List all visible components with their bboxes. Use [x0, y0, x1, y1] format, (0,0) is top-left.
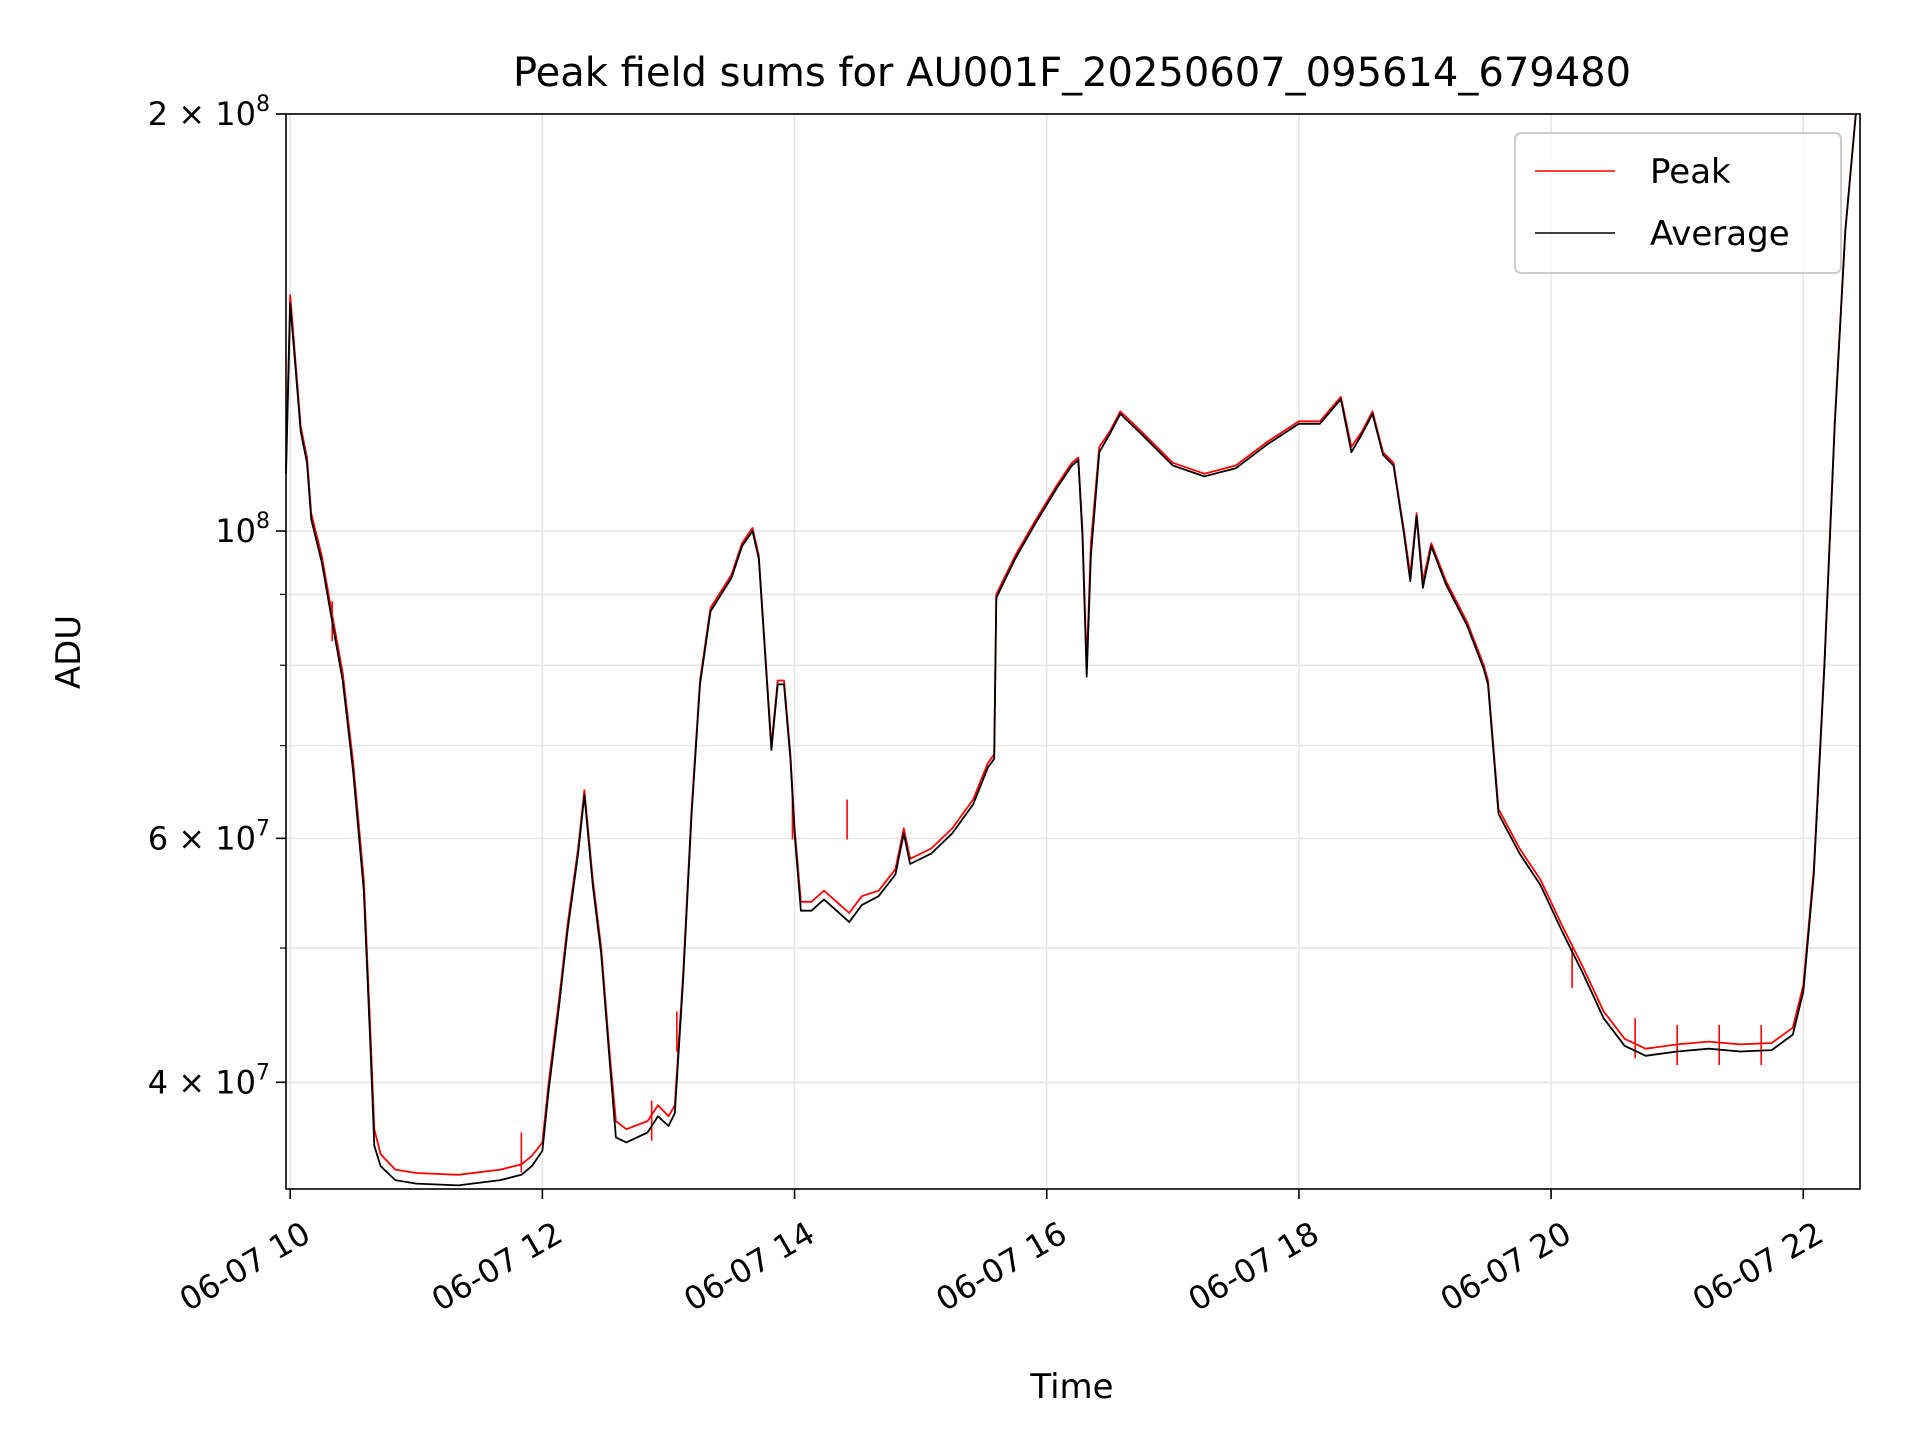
x-tick-label: 06-07 12: [425, 1214, 569, 1319]
y-axis-label: ADU: [49, 615, 89, 689]
x-tick-label: 06-07 22: [1686, 1214, 1830, 1319]
x-tick-label: 06-07 10: [173, 1214, 317, 1319]
y-tick-label: 6 × 107: [148, 816, 270, 857]
y-tick-label: 2 × 108: [148, 92, 270, 133]
plot-frame: [285, 113, 1861, 1190]
gridlines: [286, 113, 1860, 1189]
x-tick-label: 06-07 16: [930, 1214, 1074, 1319]
y-tick-label: 4 × 107: [148, 1060, 270, 1101]
legend-average-label: Average: [1650, 214, 1790, 254]
x-axis-label: Time: [1029, 1367, 1113, 1407]
x-tick-label: 06-07 18: [1182, 1214, 1326, 1319]
series-line-average: [285, 113, 1857, 1187]
y-tick-label: 108: [215, 509, 270, 550]
legend-frame: [1514, 132, 1842, 274]
y-axis: 4 × 107 6 × 107 108 2 × 108: [148, 92, 286, 1101]
x-tick-label: 06-07 14: [677, 1214, 821, 1319]
legend-peak-label: Peak: [1650, 152, 1731, 192]
chart-title: Peak field sums for AU001F_20250607_0956…: [513, 50, 1631, 96]
series-lines: [285, 113, 1857, 1187]
legend: Peak Average: [1514, 132, 1842, 274]
x-axis: 06-07 10 06-07 12 06-07 14 06-07 16 06-07 18…: [173, 1189, 1830, 1319]
x-tick-label: 06-07 20: [1434, 1214, 1578, 1319]
